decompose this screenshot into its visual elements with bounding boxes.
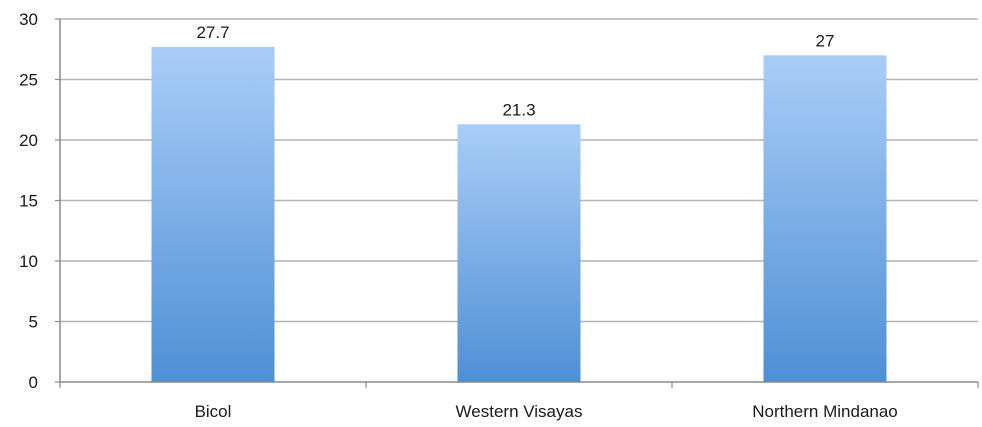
y-tick-label: 5 xyxy=(29,313,38,332)
bar-western-visayas xyxy=(457,124,581,383)
y-tick-label: 10 xyxy=(19,252,38,271)
y-tick-label: 25 xyxy=(19,71,38,90)
bar-bicol xyxy=(151,46,275,383)
x-category-label: Northern Mindanao xyxy=(752,402,898,421)
y-axis-tick-labels: 0 5 10 15 20 25 30 xyxy=(19,10,38,392)
y-tick-label: 20 xyxy=(19,131,38,150)
data-label: 27 xyxy=(816,31,835,50)
x-axis-category-labels: Bicol Western Visayas Northern Mindanao xyxy=(195,402,898,421)
y-tick-label: 15 xyxy=(19,192,38,211)
bar-northern-mindanao xyxy=(763,55,887,383)
x-category-label: Western Visayas xyxy=(456,402,583,421)
data-label: 21.3 xyxy=(502,100,535,119)
bars xyxy=(151,46,887,383)
x-category-label: Bicol xyxy=(195,402,232,421)
data-labels: 27.7 21.3 27 xyxy=(196,23,834,119)
y-tick-label: 0 xyxy=(29,373,38,392)
data-label: 27.7 xyxy=(196,23,229,42)
y-tick-label: 30 xyxy=(19,10,38,29)
